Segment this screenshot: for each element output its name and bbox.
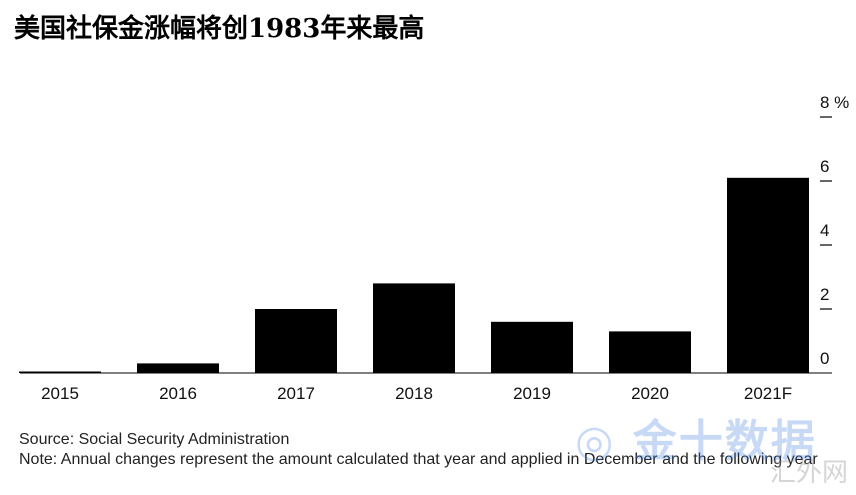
y-tick-label: 6 — [820, 157, 829, 176]
x-tick-label: 2021F — [744, 384, 792, 403]
footnote: Note: Annual changes represent the amoun… — [19, 451, 818, 468]
bar-2015 — [19, 371, 101, 373]
x-tick-label: 2017 — [277, 384, 315, 403]
x-tick-label: 2016 — [159, 384, 197, 403]
y-tick-label: 8 % — [820, 93, 849, 112]
bar-2016 — [137, 363, 219, 373]
x-tick-label: 2020 — [631, 384, 669, 403]
bar-2021F — [727, 177, 809, 373]
bar-2017 — [255, 309, 337, 373]
watermark-logo: ◎ 金十数据 — [575, 416, 817, 467]
y-tick-label: 4 — [820, 221, 829, 240]
chart-title: 美国社保金涨幅将创1983年来最高 — [14, 14, 425, 44]
bar-2018 — [373, 283, 455, 373]
x-tick-label: 2015 — [41, 384, 79, 403]
x-tick-label: 2018 — [395, 384, 433, 403]
y-tick-label: 0 — [820, 349, 829, 368]
watermark-sub: 汇外网 — [770, 458, 849, 488]
bar-2019 — [491, 321, 573, 373]
y-tick-label: 2 — [820, 285, 829, 304]
source-note: Source: Social Security Administration — [19, 431, 290, 448]
x-tick-label: 2019 — [513, 384, 551, 403]
bar-2020 — [609, 331, 691, 373]
